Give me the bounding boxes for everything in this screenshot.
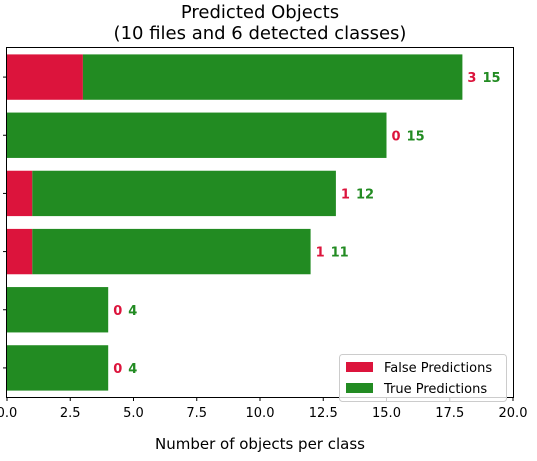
legend-box	[339, 354, 507, 402]
x-tick-label: 2.5	[60, 406, 81, 421]
legend-swatch-true-predictions	[346, 383, 373, 393]
x-tick-label: 12.5	[309, 406, 338, 421]
x-tick-label: 20.0	[499, 406, 528, 421]
bar-false-row-0	[7, 54, 83, 100]
data-label-row-2: 1 12	[341, 187, 374, 202]
bar-true-row-2	[32, 170, 336, 217]
bars-group	[7, 54, 463, 391]
bar-false-row-3	[7, 228, 33, 275]
plot-frame	[6, 47, 514, 398]
bar-false-row-2	[7, 170, 33, 217]
bar-true-row-5	[7, 345, 109, 391]
x-tick-label: 17.5	[435, 406, 464, 421]
data-label-row-3: 1 11	[316, 246, 349, 261]
x-tick-label: 5.0	[123, 406, 144, 421]
legend-swatch-false-predictions	[346, 362, 373, 372]
data-label-row-1: 0 15	[392, 129, 425, 144]
x-tick-label: 0.0	[0, 406, 17, 421]
legend-label-false-predictions: False Predictions	[384, 361, 492, 376]
x-axis-ticks: 0.0 2.5 5.0 7.5 10.0 12.5 15.0 17.5 20.0	[0, 397, 527, 421]
legend-label-true-predictions: True Predictions	[383, 382, 487, 397]
chart-subtitle: (10 files and 6 detected classes)	[114, 23, 407, 44]
bar-true-row-4	[7, 287, 109, 333]
x-axis-label: Number of objects per class	[155, 435, 365, 453]
data-labels-group: 3 15 0 15 1 12 1 11 0 4 0 4	[113, 71, 500, 377]
x-tick-label: 7.5	[186, 406, 207, 421]
legend: False Predictions True Predictions	[339, 354, 507, 402]
bar-true-row-1	[7, 112, 387, 158]
x-tick-label: 15.0	[372, 406, 401, 421]
y-axis-ticks	[3, 76, 7, 369]
x-tick-label: 10.0	[246, 406, 275, 421]
bar-true-row-0	[82, 54, 463, 100]
data-label-row-0: 3 15	[467, 71, 500, 86]
chart-title: Predicted Objects	[181, 2, 339, 23]
bar-true-row-3	[32, 228, 311, 275]
